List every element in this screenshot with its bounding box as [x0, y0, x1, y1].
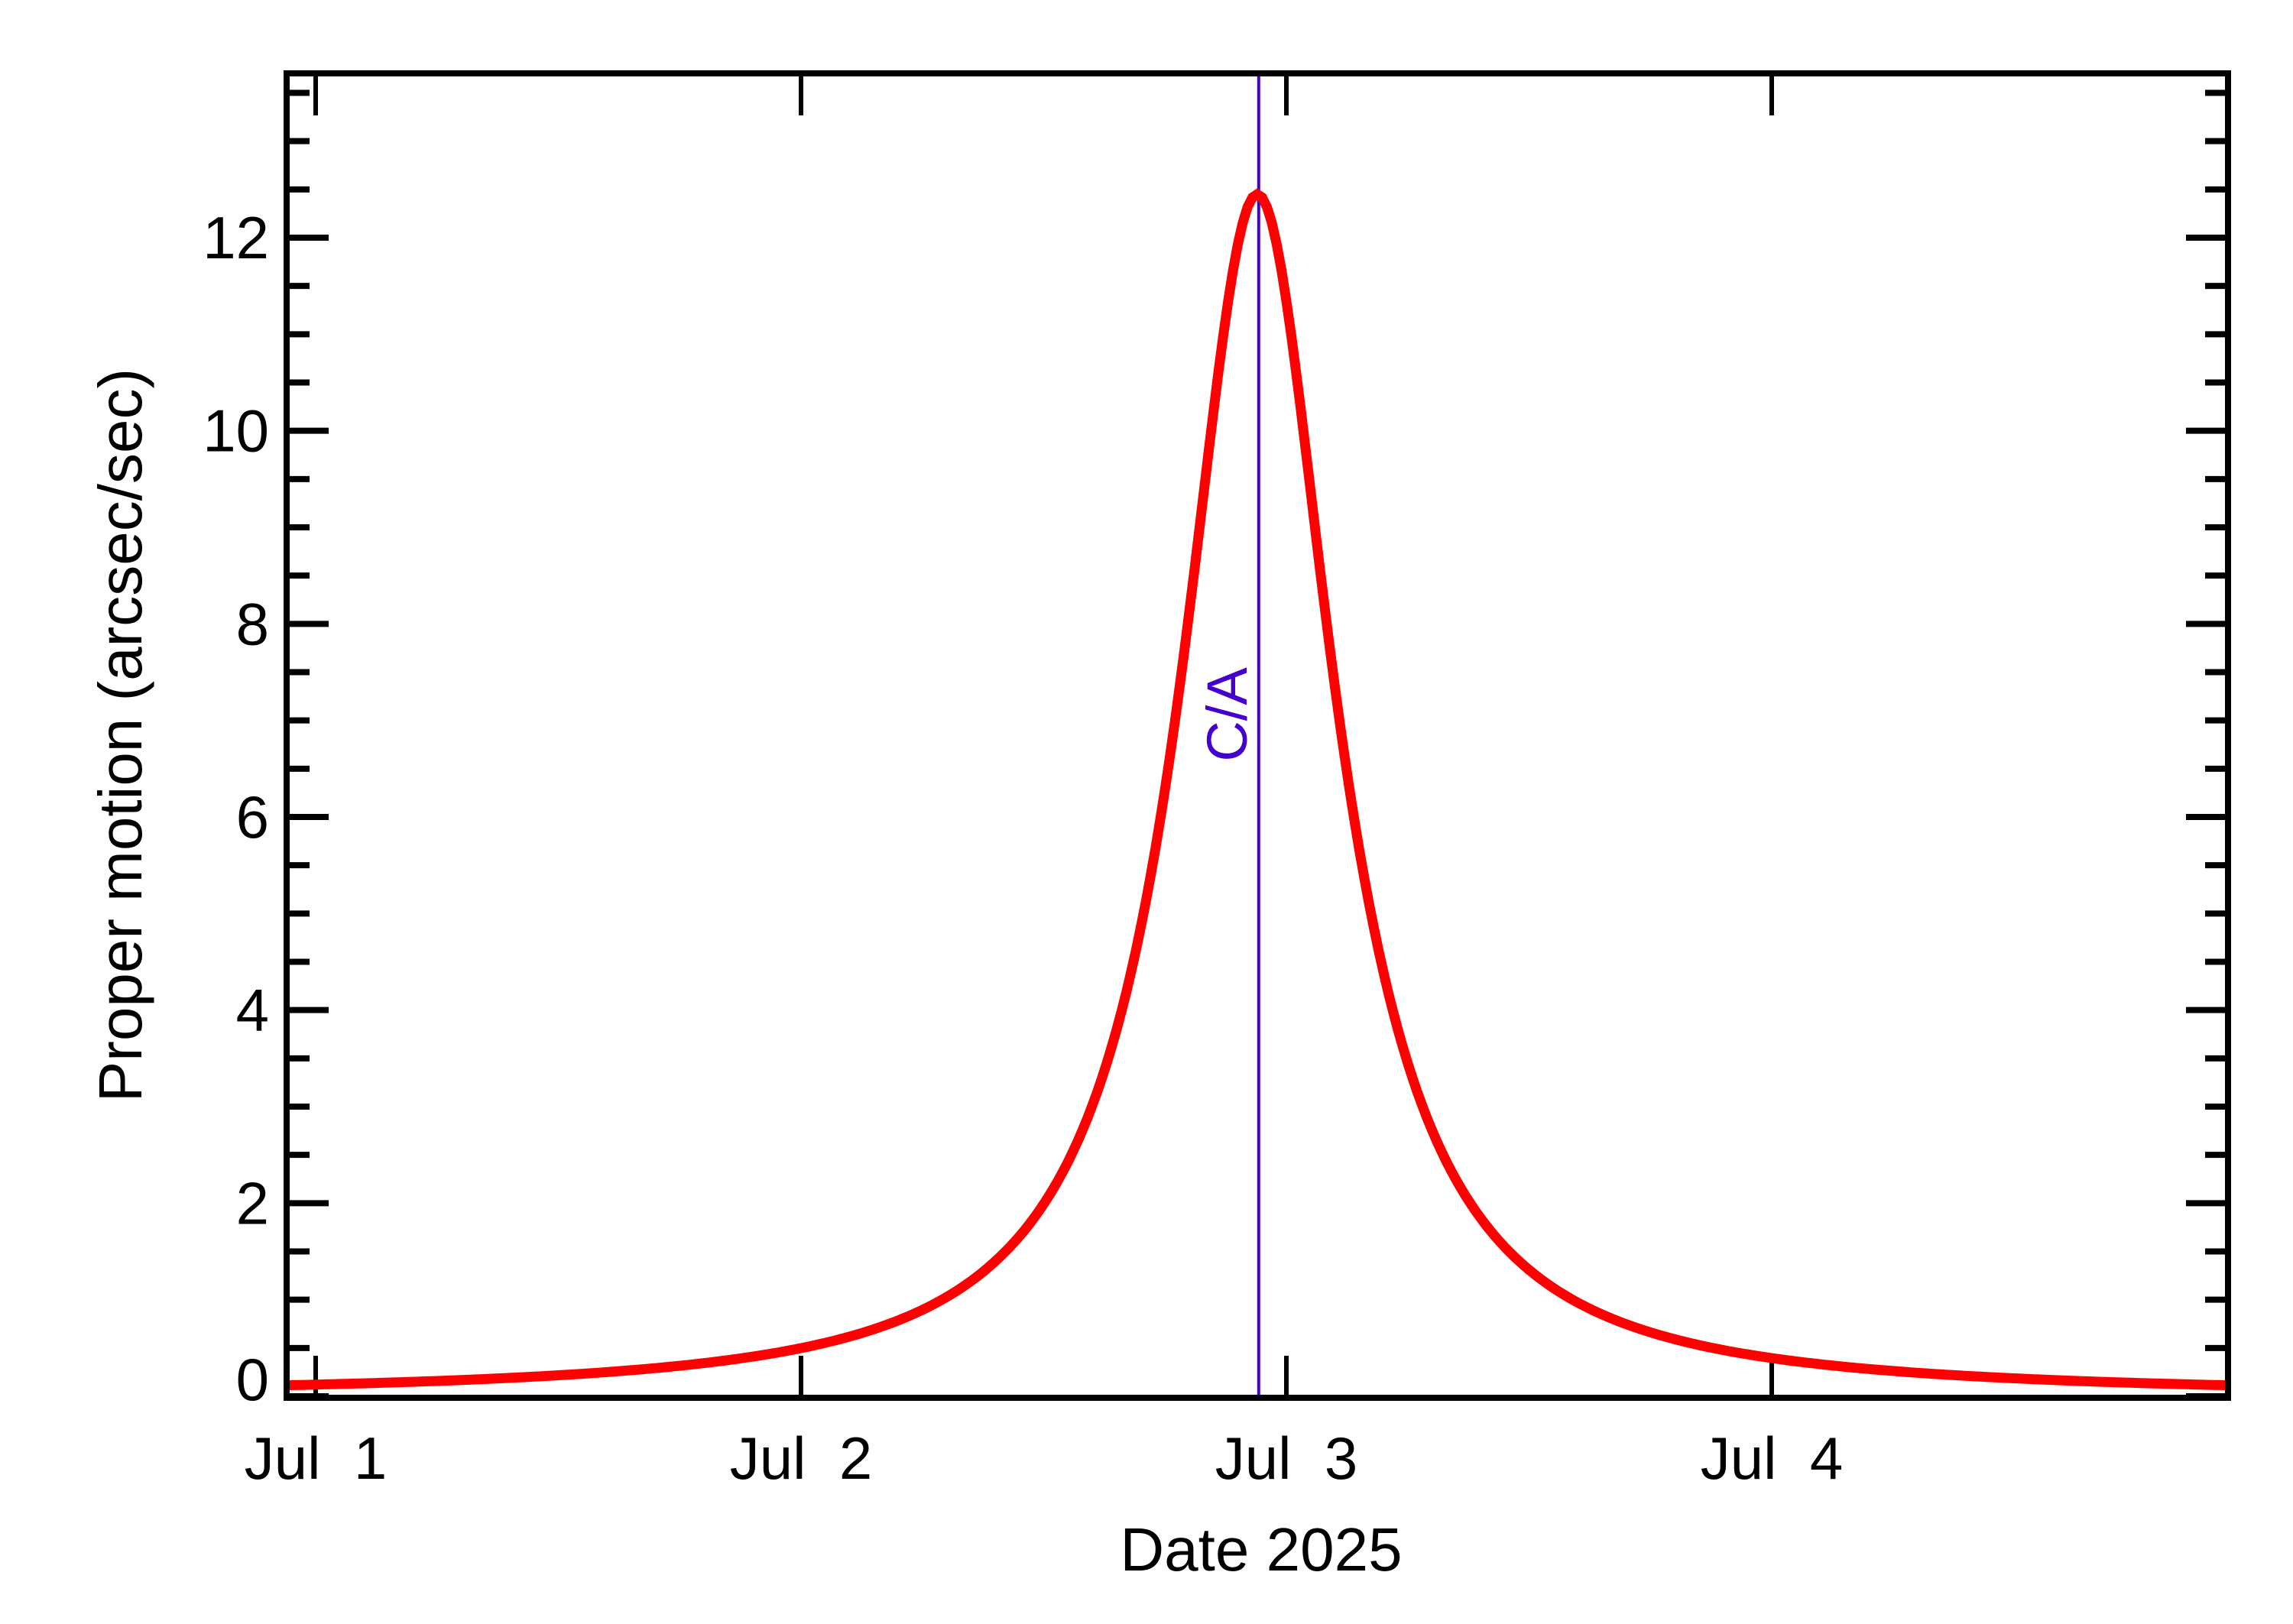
y-minor-ticks [287, 89, 2228, 1399]
y-tick-labels: 0 2 4 6 8 10 12 [203, 204, 269, 1413]
plot-frame [284, 70, 2231, 1401]
x-tick-label: Jul 3 [1215, 1425, 1357, 1492]
closest-approach-label: C/A [1195, 667, 1259, 762]
y-tick-label: 8 [236, 590, 269, 657]
x-tick-labels: Jul 1 Jul 2 Jul 3 Jul 4 [245, 1425, 1843, 1492]
y-tick-label: 2 [236, 1169, 269, 1237]
x-axis-title: Date 2025 [1120, 1515, 1402, 1583]
x-tick-label: Jul 4 [1701, 1425, 1843, 1492]
x-tick-label: Jul 2 [730, 1425, 872, 1492]
y-tick-label: 6 [236, 783, 269, 851]
proper-motion-curve [286, 188, 2229, 1391]
x-major-ticks [313, 73, 1774, 1398]
y-tick-label: 12 [203, 204, 269, 271]
y-tick-label: 0 [236, 1346, 269, 1413]
y-tick-label: 4 [236, 977, 269, 1044]
y-axis-title: Proper motion (arcsec/sec) [86, 368, 154, 1102]
y-tick-label: 10 [203, 397, 269, 465]
x-tick-label: Jul 1 [245, 1425, 387, 1492]
